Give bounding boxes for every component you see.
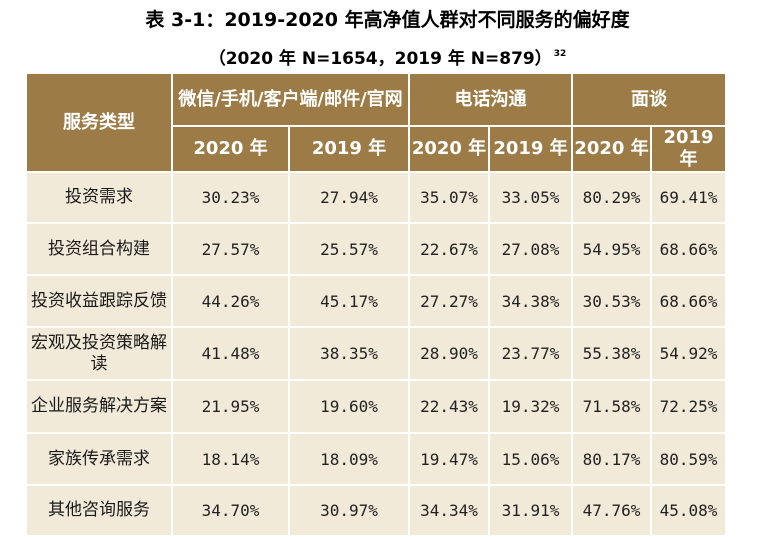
header-year: 2019 年 bbox=[488, 125, 573, 173]
value-cell: 22.67% bbox=[408, 222, 490, 276]
value-cell: 27.27% bbox=[408, 274, 490, 328]
value-cell: 54.95% bbox=[571, 222, 652, 276]
header-group-meeting: 面谈 bbox=[571, 72, 727, 127]
table-row: 企业服务解决方案 21.95% 19.60% 22.43% 19.32% 71.… bbox=[25, 379, 727, 434]
value-cell: 30.53% bbox=[571, 274, 652, 328]
value-cell: 18.14% bbox=[171, 432, 290, 486]
value-cell: 47.76% bbox=[571, 484, 652, 537]
table-title: 表 3-1：2019-2020 年高净值人群对不同服务的偏好度 bbox=[145, 9, 630, 31]
value-cell: 27.08% bbox=[488, 222, 573, 276]
value-cell: 33.05% bbox=[488, 171, 573, 224]
value-cell: 19.60% bbox=[288, 379, 410, 434]
header-year: 2020 年 bbox=[571, 125, 652, 173]
value-cell: 69.41% bbox=[650, 171, 727, 224]
service-name-cell: 投资组合构建 bbox=[25, 222, 173, 276]
service-name-cell: 投资需求 bbox=[25, 171, 173, 224]
service-name-cell: 宏观及投资策略解读 bbox=[25, 326, 173, 381]
value-cell: 71.58% bbox=[571, 379, 652, 434]
header-year: 2020 年 bbox=[408, 125, 490, 173]
value-cell: 68.66% bbox=[650, 222, 727, 276]
header-year: 2019 年 bbox=[288, 125, 410, 173]
value-cell: 27.57% bbox=[171, 222, 290, 276]
table-row: 家族传承需求 18.14% 18.09% 19.47% 15.06% 80.17… bbox=[25, 432, 727, 486]
table-row: 投资收益跟踪反馈 44.26% 45.17% 27.27% 34.38% 30.… bbox=[25, 274, 727, 328]
value-cell: 54.92% bbox=[650, 326, 727, 381]
value-cell: 28.90% bbox=[408, 326, 490, 381]
value-cell: 18.09% bbox=[288, 432, 410, 486]
value-cell: 72.25% bbox=[650, 379, 727, 434]
value-cell: 34.38% bbox=[488, 274, 573, 328]
service-name-cell: 投资收益跟踪反馈 bbox=[25, 274, 173, 328]
value-cell: 15.06% bbox=[488, 432, 573, 486]
header-service-type: 服务类型 bbox=[25, 72, 173, 173]
value-cell: 45.17% bbox=[288, 274, 410, 328]
value-cell: 68.66% bbox=[650, 274, 727, 328]
header-year: 2019 年 bbox=[650, 125, 727, 173]
value-cell: 25.57% bbox=[288, 222, 410, 276]
header-year: 2020 年 bbox=[171, 125, 290, 173]
value-cell: 30.23% bbox=[171, 171, 290, 224]
value-cell: 19.47% bbox=[408, 432, 490, 486]
service-name-cell: 家族传承需求 bbox=[25, 432, 173, 486]
value-cell: 22.43% bbox=[408, 379, 490, 434]
value-cell: 34.70% bbox=[171, 484, 290, 537]
table-subtitle: （2020 年 N=1654，2019 年 N=879） 32 bbox=[0, 42, 775, 71]
value-cell: 27.94% bbox=[288, 171, 410, 224]
service-name-cell: 企业服务解决方案 bbox=[25, 379, 173, 434]
table-row: 投资需求 30.23% 27.94% 35.07% 33.05% 80.29% … bbox=[25, 171, 727, 224]
table-row: 宏观及投资策略解读 41.48% 38.35% 28.90% 23.77% 55… bbox=[25, 326, 727, 381]
preference-table: 服务类型 微信/手机/客户端/邮件/官网 电话沟通 面谈 2020 年 2019… bbox=[25, 72, 727, 537]
header-group-phone: 电话沟通 bbox=[408, 72, 573, 127]
value-cell: 23.77% bbox=[488, 326, 573, 381]
value-cell: 34.34% bbox=[408, 484, 490, 537]
value-cell: 41.48% bbox=[171, 326, 290, 381]
value-cell: 21.95% bbox=[171, 379, 290, 434]
value-cell: 44.26% bbox=[171, 274, 290, 328]
footnote-mark: 32 bbox=[553, 49, 567, 59]
value-cell: 38.35% bbox=[288, 326, 410, 381]
value-cell: 80.29% bbox=[571, 171, 652, 224]
subtitle-text: （2020 年 N=1654，2019 年 N=879） bbox=[208, 49, 552, 69]
value-cell: 35.07% bbox=[408, 171, 490, 224]
value-cell: 80.17% bbox=[571, 432, 652, 486]
table-row: 其他咨询服务 34.70% 30.97% 34.34% 31.91% 47.76… bbox=[25, 484, 727, 537]
value-cell: 80.59% bbox=[650, 432, 727, 486]
value-cell: 31.91% bbox=[488, 484, 573, 537]
value-cell: 55.38% bbox=[571, 326, 652, 381]
value-cell: 19.32% bbox=[488, 379, 573, 434]
service-name-cell: 其他咨询服务 bbox=[25, 484, 173, 537]
value-cell: 30.97% bbox=[288, 484, 410, 537]
table-row: 投资组合构建 27.57% 25.57% 22.67% 27.08% 54.95… bbox=[25, 222, 727, 276]
header-group-online: 微信/手机/客户端/邮件/官网 bbox=[171, 72, 410, 127]
value-cell: 45.08% bbox=[650, 484, 727, 537]
